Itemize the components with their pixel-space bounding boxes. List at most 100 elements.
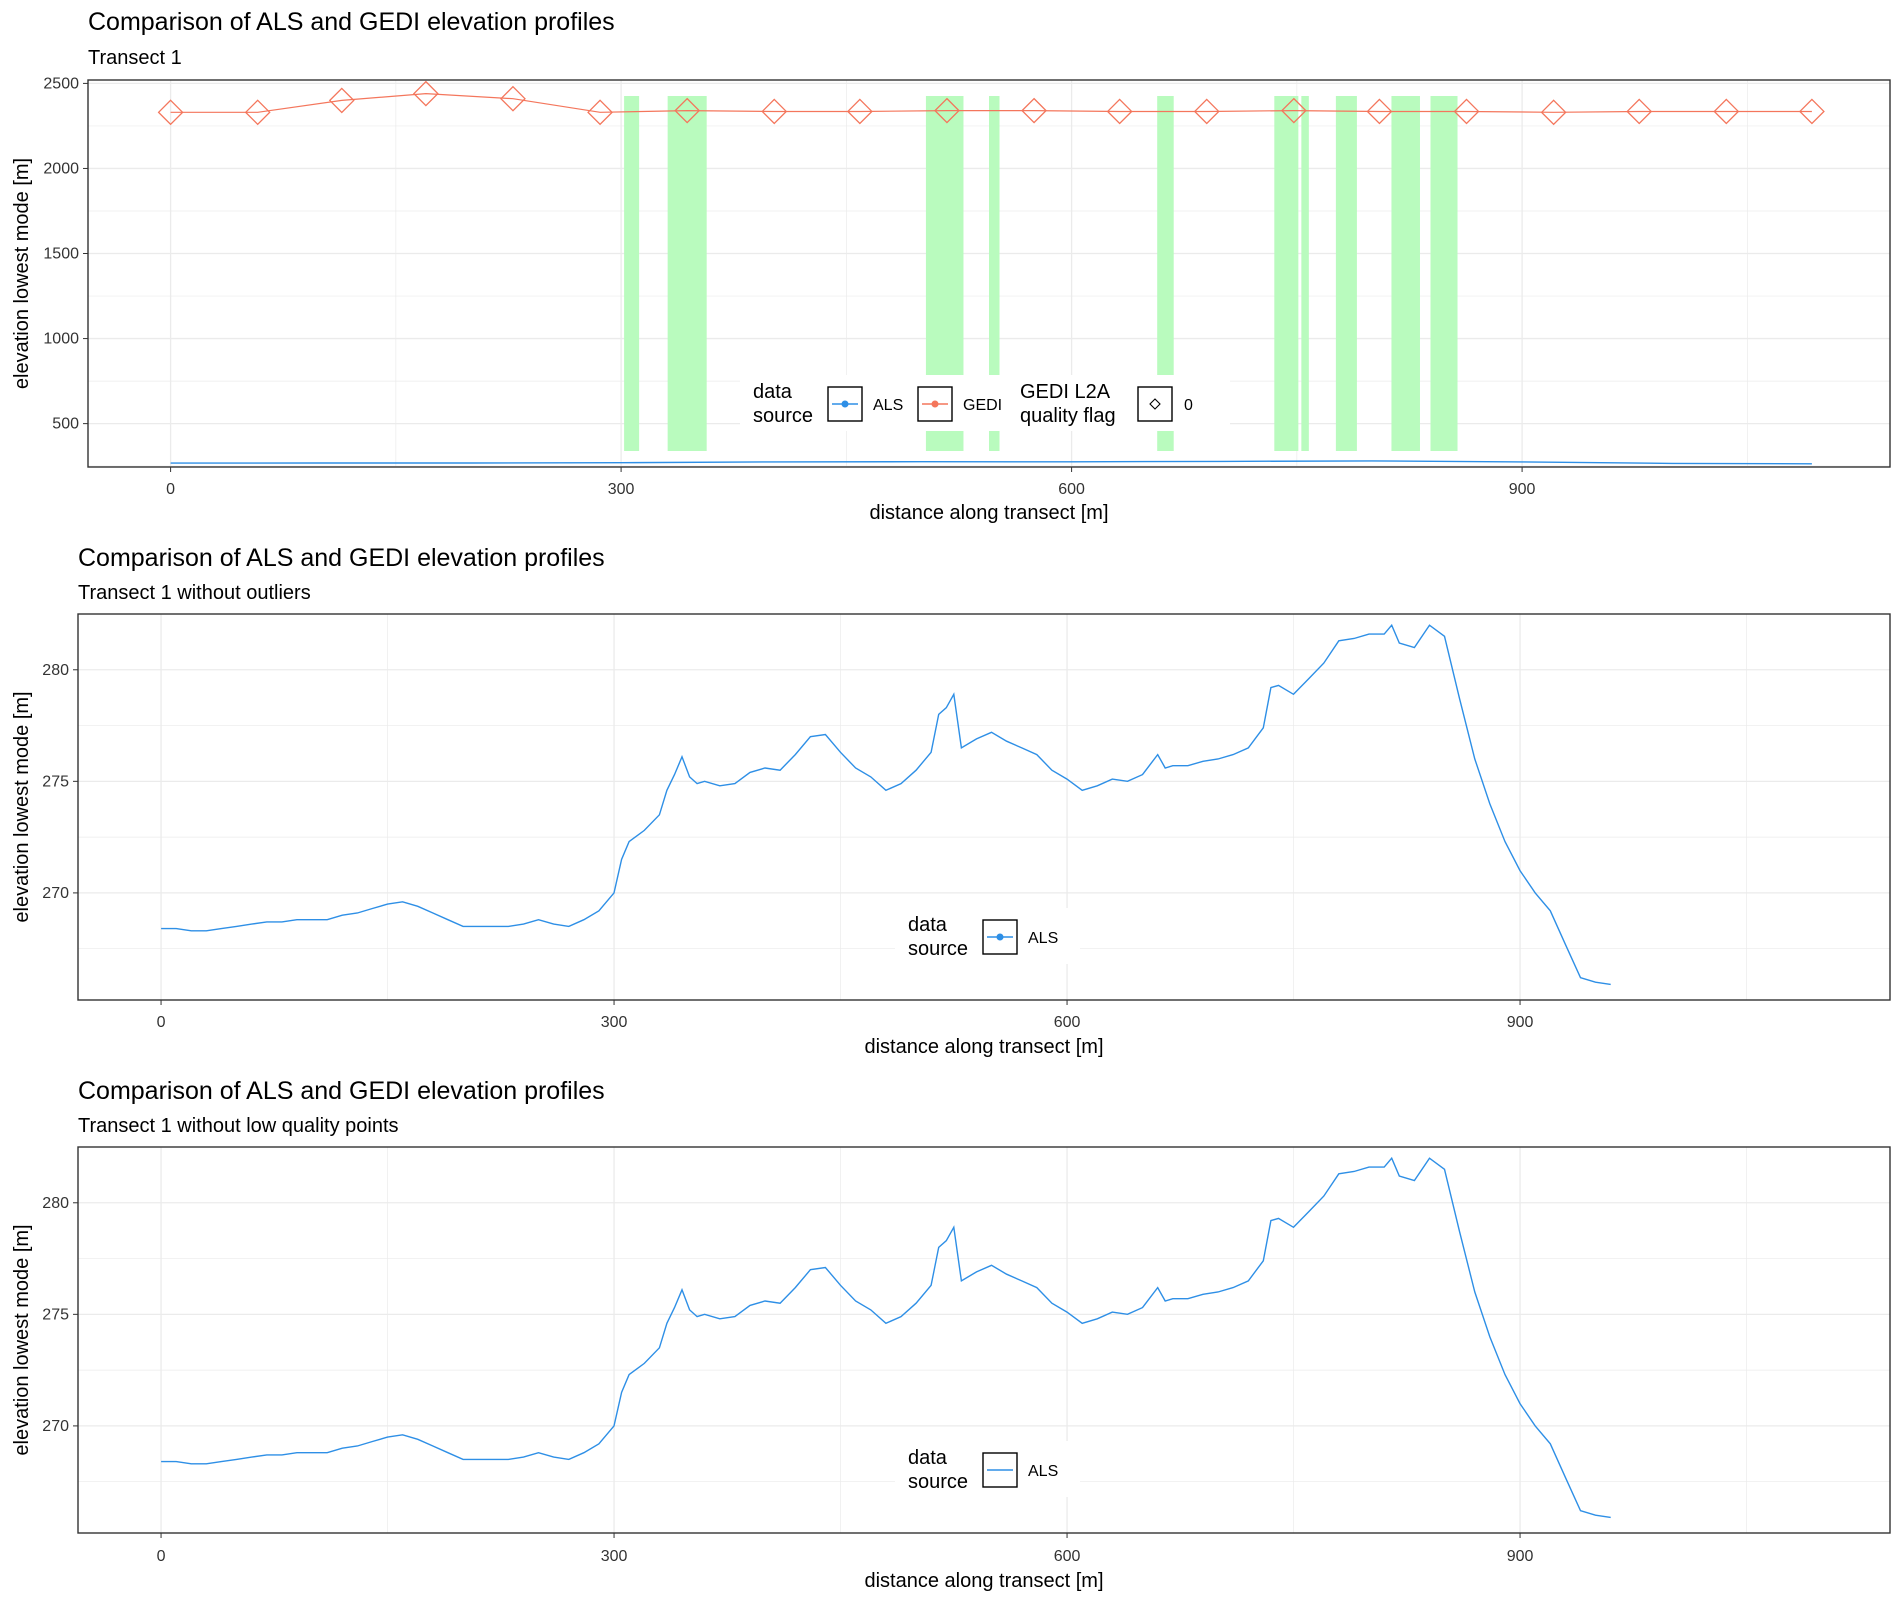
quality-band [989, 96, 1000, 451]
y-tick-label: 2500 [43, 75, 79, 92]
data-point-gedi [674, 97, 701, 124]
data-point-gedi [1453, 98, 1480, 125]
legend-label: ALS [1028, 1463, 1058, 1480]
x-axis-label: distance along transect [m] [869, 502, 1108, 524]
series-group [161, 1156, 1611, 1519]
legend-title: source [908, 938, 968, 960]
series-line-gedi [170, 92, 1812, 113]
quality-band [1430, 96, 1458, 451]
y-tick-label: 280 [42, 662, 69, 679]
x-tick-label: 0 [166, 481, 175, 498]
data-point-gedi [500, 85, 526, 112]
y-tick-label: 1500 [43, 246, 79, 263]
panel-border [87, 79, 1891, 468]
data-point-gedi [1798, 98, 1825, 125]
quality-band [1335, 96, 1357, 451]
quality-band [1301, 96, 1309, 451]
data-point-gedi [846, 98, 873, 125]
data-point-gedi [244, 99, 271, 126]
legend-title: data [908, 1447, 948, 1469]
x-tick-label: 300 [601, 1548, 628, 1565]
quality-band [1391, 96, 1420, 451]
legend-title-quality: quality flag [1020, 405, 1116, 427]
grid-lines [78, 614, 1890, 1000]
y-tick-label: 275 [42, 773, 69, 790]
legend-key-diamond [1149, 398, 1161, 410]
data-point-gedi [1193, 98, 1220, 125]
data-point-gedi [1280, 97, 1307, 124]
x-tick-label: 300 [601, 1014, 628, 1031]
legend-key [1137, 386, 1173, 422]
data-point-gedi [328, 87, 355, 114]
legend-title: source [753, 405, 813, 427]
quality-band [624, 96, 640, 451]
chart-title: Comparison of ALS and GEDI elevation pro… [88, 8, 615, 36]
legend-label: ALS [873, 397, 903, 414]
y-axis-label: elevation lowest mode [m] [11, 158, 33, 389]
data-point-gedi [157, 99, 184, 126]
data-point-gedi [412, 80, 439, 107]
data-point-gedi [1540, 99, 1567, 126]
x-axis-label: distance along transect [m] [864, 1570, 1103, 1592]
series-group [161, 623, 1611, 986]
chart-subtitle: Transect 1 without outliers [78, 582, 311, 604]
data-point-gedi [1106, 98, 1133, 125]
x-tick-label: 900 [1507, 1014, 1534, 1031]
series-line-als [170, 460, 1812, 465]
series-line-als [161, 1156, 1611, 1519]
data-point-gedi [1021, 97, 1047, 124]
y-tick-label: 280 [42, 1195, 69, 1212]
y-axis-label: elevation lowest mode [m] [11, 1224, 33, 1455]
data-point-gedi [934, 97, 960, 124]
legend-title: data [753, 381, 793, 403]
x-tick-label: 300 [608, 481, 635, 498]
y-tick-label: 275 [42, 1306, 69, 1323]
quality-band [1157, 96, 1174, 451]
chart-subtitle: Transect 1 without low quality points [78, 1115, 399, 1137]
legend-key-point [841, 400, 849, 408]
legend-title: data [908, 914, 948, 936]
x-tick-label: 900 [1507, 1548, 1534, 1565]
data-point-gedi [761, 98, 788, 125]
y-axis-label: elevation lowest mode [m] [11, 691, 33, 922]
x-tick-label: 600 [1054, 1548, 1081, 1565]
y-tick-label: 500 [52, 416, 79, 433]
legend-label: ALS [1028, 930, 1058, 947]
legend-label: GEDI [963, 397, 1002, 414]
legend-title-quality: GEDI L2A [1020, 381, 1111, 403]
chart-title: Comparison of ALS and GEDI elevation pro… [78, 544, 605, 572]
chart-panel-3: Comparison of ALS and GEDI elevation pro… [11, 1077, 1891, 1592]
y-tick-label: 270 [42, 885, 69, 902]
legend-key-point [996, 933, 1004, 941]
x-tick-label: 900 [1509, 481, 1536, 498]
chart-panel-1: Comparison of ALS and GEDI elevation pro… [11, 8, 1891, 524]
legend-title: source [908, 1471, 968, 1493]
series-group [157, 80, 1825, 465]
data-point-gedi [1366, 98, 1393, 125]
grid-lines [78, 1147, 1890, 1533]
data-point-gedi [1626, 98, 1653, 125]
panel-border [77, 613, 1891, 1001]
y-tick-label: 1000 [43, 331, 79, 348]
y-tick-label: 270 [42, 1418, 69, 1435]
x-tick-label: 600 [1054, 1014, 1081, 1031]
legend-label: 0 [1184, 397, 1193, 414]
chart-title: Comparison of ALS and GEDI elevation pro… [78, 1077, 605, 1105]
legend-key-point [931, 400, 939, 408]
quality-band [667, 96, 707, 451]
x-tick-label: 0 [157, 1014, 166, 1031]
x-tick-label: 600 [1058, 481, 1085, 498]
panel-border [77, 1146, 1891, 1534]
y-tick-label: 2000 [43, 160, 79, 177]
data-point-gedi [587, 99, 613, 126]
x-tick-label: 0 [157, 1548, 166, 1565]
chart-panel-2: Comparison of ALS and GEDI elevation pro… [11, 544, 1891, 1058]
quality-bands [624, 96, 1458, 451]
quality-band [1274, 96, 1299, 451]
chart-subtitle: Transect 1 [88, 47, 182, 69]
